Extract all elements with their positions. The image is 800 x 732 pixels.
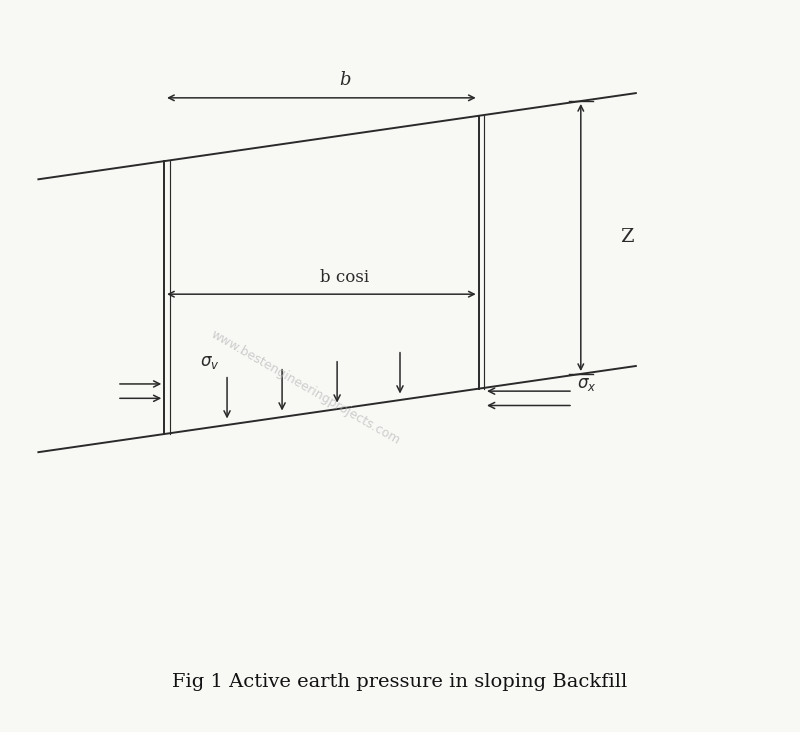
Text: b cosi: b cosi xyxy=(321,269,370,285)
Text: www.bestengineeringprojects.com: www.bestengineeringprojects.com xyxy=(209,328,402,447)
Text: $\sigma_x$: $\sigma_x$ xyxy=(577,376,596,392)
Text: Fig 1 Active earth pressure in sloping Backfill: Fig 1 Active earth pressure in sloping B… xyxy=(172,673,628,691)
Text: b: b xyxy=(339,71,350,89)
Text: Z: Z xyxy=(620,228,634,247)
Text: $\sigma_v$: $\sigma_v$ xyxy=(200,354,219,371)
